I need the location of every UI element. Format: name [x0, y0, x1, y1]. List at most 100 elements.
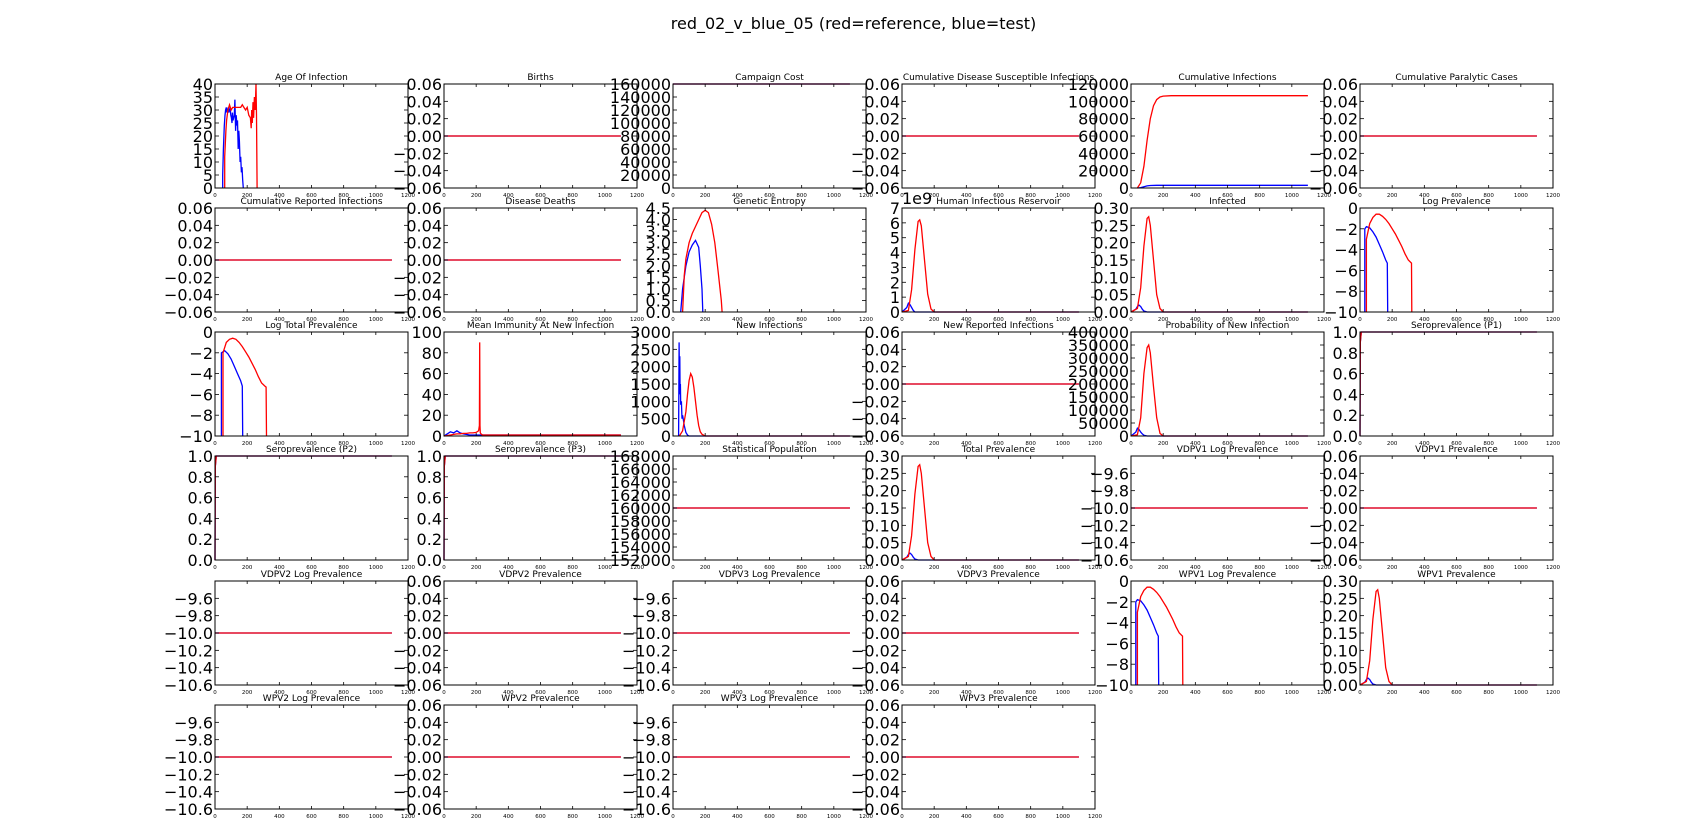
axes-frame — [214, 331, 409, 437]
x-tick-label: 1000 — [1514, 565, 1528, 571]
subplot: 0 200 400 600 800 1000 1200−0.06−0.04−0.020.00… — [851, 570, 1103, 696]
x-tick-label: 0 — [213, 814, 217, 820]
y-tick-label: −0.04 — [164, 286, 213, 305]
series-line-test — [222, 99, 244, 189]
y-tick-label: 0.02 — [864, 110, 900, 129]
y-tick-label: −0.02 — [851, 392, 900, 411]
x-tick-label: 1200 — [1088, 317, 1102, 323]
y-tick-label: −0.02 — [393, 765, 442, 784]
x-tick-label: 1200 — [1088, 441, 1102, 447]
y-tick-label: −0.02 — [851, 641, 900, 660]
subplot: 0 200 400 600 800 1000 1200 0.0 0.2 0.40.6 0.8 1.0 S… — [1333, 321, 1561, 447]
x-tick-label: 0 — [1358, 193, 1362, 199]
subplot-title: Cumulative Infections — [1178, 73, 1276, 83]
y-tick-label: −10.6 — [622, 676, 671, 695]
subplot: 0 200 400 600 800 1000 12000.00.51.01.52.02.53… — [646, 197, 874, 323]
x-tick-label: 800 — [567, 690, 578, 696]
y-tick-label: −0.04 — [851, 410, 900, 429]
y-tick-label: 0 — [432, 427, 442, 446]
x-tick-label: 1000 — [1285, 193, 1299, 199]
subplot-title: Births — [527, 73, 554, 83]
subplot-title: Genetic Entropy — [733, 197, 806, 207]
series-line-reference — [901, 218, 1079, 313]
x-tick-label: 400 — [1419, 193, 1430, 199]
y-tick-label: −9.8 — [632, 731, 671, 750]
y-tick-label: 60 — [422, 365, 442, 384]
y-tick-label: −10.6 — [164, 676, 213, 695]
y-tick-label: 0.10 — [864, 516, 900, 535]
subplot-title: Campaign Cost — [735, 73, 804, 83]
x-tick-label: 1200 — [401, 690, 415, 696]
x-tick-label: 1200 — [859, 441, 873, 447]
x-tick-label: 800 — [338, 690, 349, 696]
y-tick-label: −10.4 — [164, 659, 213, 678]
y-tick-label: −9.6 — [1090, 464, 1129, 483]
x-tick-label: 400 — [732, 565, 743, 571]
x-tick-label: 0 — [1129, 441, 1133, 447]
y-tick-label: 0.30 — [1093, 199, 1129, 218]
x-tick-label: 0 — [442, 565, 446, 571]
y-tick-label: 0.02 — [406, 110, 442, 129]
y-tick-label: −0.06 — [1309, 551, 1358, 570]
x-tick-label: 0 — [671, 193, 675, 199]
y-tick-label: 1 — [890, 288, 900, 307]
x-tick-label: 200 — [929, 193, 940, 199]
y-tick-label: −10.0 — [622, 748, 671, 767]
x-tick-label: 200 — [700, 565, 711, 571]
x-tick-label: 1000 — [369, 565, 383, 571]
y-tick-label: 0 — [661, 427, 671, 446]
y-tick-label: 1.0 — [646, 280, 671, 299]
y-tick-label: 100000 — [1068, 92, 1129, 111]
series-line-test — [443, 455, 621, 561]
x-tick-label: 0 — [671, 441, 675, 447]
x-tick-label: 200 — [471, 441, 482, 447]
x-tick-label: 1000 — [827, 690, 841, 696]
y-tick-label: 7 — [890, 199, 900, 218]
y-tick-label: 154000 — [610, 538, 671, 557]
x-tick-label: 800 — [1483, 565, 1494, 571]
subplot-title: VDPV3 Prevalence — [957, 570, 1040, 580]
x-tick-label: 1000 — [598, 193, 612, 199]
x-tick-label: 200 — [242, 441, 253, 447]
y-tick-label: −10.0 — [164, 748, 213, 767]
subplot: 0 200 400 600 800 1000 12000.000.050.100.150.2… — [1322, 570, 1560, 696]
y-tick-label: 5 — [890, 229, 900, 248]
subplot-title: Probability of New Infection — [1166, 321, 1290, 331]
y-tick-label: −10.4 — [622, 783, 671, 802]
y-tick-label: −0.06 — [851, 427, 900, 446]
subplot-title: Age Of Infection — [275, 73, 348, 83]
series-line-reference — [222, 337, 268, 437]
y-tick-label: 0.00 — [406, 127, 442, 146]
x-tick-label: 600 — [306, 690, 317, 696]
y-tick-label: 0.04 — [1322, 464, 1358, 483]
y-tick-label: 0 — [1119, 572, 1129, 591]
series-line-reference — [678, 371, 850, 437]
y-tick-label: 160000 — [610, 499, 671, 518]
y-tick-label: 0.5 — [646, 291, 671, 310]
x-tick-label: 200 — [1158, 565, 1169, 571]
y-tick-label: 0.30 — [864, 447, 900, 466]
y-tick-label: 0 — [1119, 179, 1129, 198]
series-line-reference — [901, 463, 1079, 561]
y-tick-label: 20 — [422, 406, 442, 425]
y-tick-label: 0.02 — [1322, 482, 1358, 501]
x-tick-label: 600 — [306, 317, 317, 323]
y-tick-label: 0.04 — [864, 340, 900, 359]
x-tick-label: 800 — [796, 193, 807, 199]
y-tick-label: 0.05 — [864, 534, 900, 553]
series-line-test — [901, 301, 1079, 313]
series-line-reference — [214, 455, 392, 561]
x-tick-label: 600 — [764, 317, 775, 323]
y-tick-label: 50000 — [1078, 414, 1129, 433]
y-tick-label: 162000 — [610, 486, 671, 505]
y-tick-label: −0.02 — [1309, 516, 1358, 535]
x-tick-label: 1000 — [827, 814, 841, 820]
y-tick-label: 0.15 — [864, 499, 900, 518]
x-tick-label: 600 — [535, 441, 546, 447]
x-tick-label: 1200 — [630, 814, 644, 820]
subplot: 0 200 400 600 800 1000 1200−10.6−10.4−10.2−10.… — [1080, 445, 1332, 571]
subplot: 0 200 400 600 800 1000 1200−0.06−0.04−0.020.00… — [1309, 73, 1561, 199]
series-line-reference — [1359, 588, 1537, 686]
y-tick-label: 3.0 — [646, 234, 671, 253]
